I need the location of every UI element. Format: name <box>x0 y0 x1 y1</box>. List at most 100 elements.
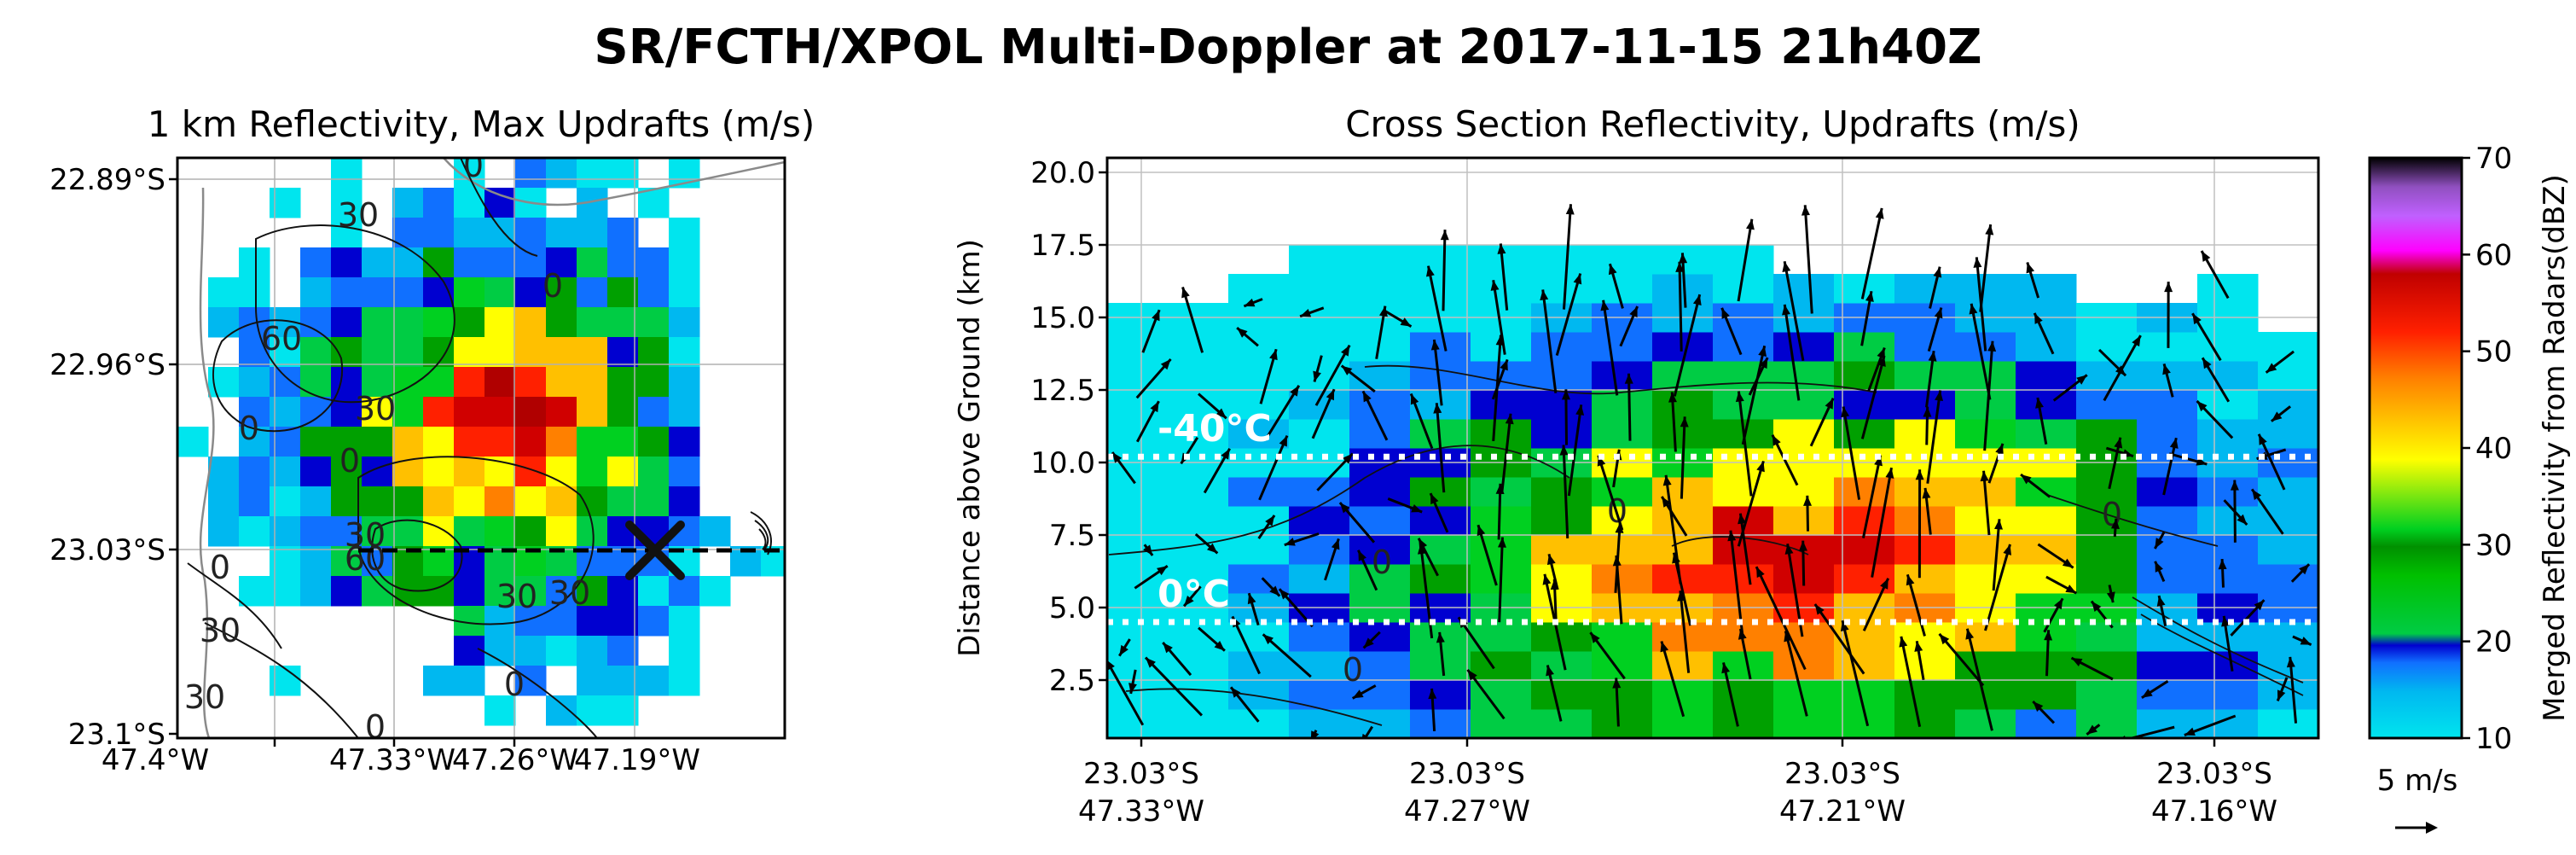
wind-vector-head <box>1400 317 1412 327</box>
wind-vector-head <box>1801 205 1810 216</box>
wind-vector <box>1231 615 1261 675</box>
left-cell <box>546 397 577 428</box>
left-cell <box>362 337 393 368</box>
wind-vector-head <box>1425 265 1435 277</box>
wind-vector-head <box>1419 538 1428 550</box>
left-cell <box>669 337 700 368</box>
right-cell <box>1955 390 2016 420</box>
wind-vector-head <box>1430 493 1439 505</box>
quiver-key-label: 5 m/s <box>2377 764 2458 798</box>
right-panel-title: Cross Section Reflectivity, Updrafts (m/… <box>1345 103 2080 145</box>
left-cell <box>546 695 577 726</box>
wind-vector-head <box>1546 554 1556 566</box>
right-cell <box>2137 564 2198 594</box>
wind-vector-head <box>1662 474 1672 486</box>
left-cell <box>546 247 577 278</box>
left-cell <box>392 397 424 428</box>
left-cell <box>392 427 424 457</box>
left-cell <box>331 427 363 457</box>
wind-vector-head <box>1923 406 1932 417</box>
right-x-tick-lon: 47.16°W <box>2151 794 2277 829</box>
left-cell <box>392 337 424 368</box>
right-cell <box>1531 535 1593 565</box>
right-cell <box>1168 361 1229 391</box>
left-cell <box>638 486 670 517</box>
right-cell <box>1107 361 1169 391</box>
wind-vector-head <box>1738 628 1747 640</box>
left-cell <box>362 247 393 278</box>
left-cell <box>239 277 270 308</box>
left-y-tick-label: 23.03°S <box>49 533 165 567</box>
left-cell <box>607 486 639 517</box>
wind-vector-head <box>1152 310 1160 322</box>
wind-vector <box>1938 632 1985 687</box>
wind-vector <box>1900 636 1922 728</box>
right-cell <box>2137 506 2198 536</box>
wind-vector-head <box>2230 480 2239 491</box>
right-x-tick-lat: 23.03°S <box>2156 757 2272 791</box>
wind-vector-head <box>1624 373 1633 384</box>
left-cell <box>577 486 608 517</box>
left-cell <box>699 576 731 607</box>
right-cell <box>1289 477 1350 507</box>
right-y-tick-label: 5.0 <box>1049 591 1095 625</box>
wind-vector <box>1314 344 1351 406</box>
left-cell <box>484 218 516 248</box>
right-cell <box>1107 506 1169 536</box>
wind-vector <box>1673 294 1702 397</box>
left-cell <box>208 277 240 308</box>
wind-vector-head <box>1231 687 1241 698</box>
left-cell <box>454 516 485 547</box>
wind-vector-head <box>2184 727 2196 736</box>
wind-vector-head <box>1237 328 1248 338</box>
wind-vector <box>1181 286 1204 353</box>
left-cell <box>331 367 363 398</box>
left-cell <box>239 576 270 607</box>
right-cell <box>1894 274 1956 304</box>
left-cell <box>607 367 639 398</box>
wind-vector <box>1660 641 1685 718</box>
wind-vector <box>1982 470 1991 536</box>
left-cell <box>484 695 516 726</box>
left-cell <box>607 636 639 666</box>
right-cell <box>1713 477 1774 507</box>
left-cell <box>515 427 547 457</box>
left-cell <box>423 218 455 248</box>
right-cell <box>1894 622 1956 652</box>
left-cell <box>423 247 455 278</box>
isotherm-label: -40°C <box>1157 407 1272 451</box>
wind-vector-head <box>2115 365 2126 376</box>
right-x-ticks: 23.03°S47.33°W23.03°S47.27°W23.03°S47.21… <box>1078 738 2277 829</box>
wind-vector <box>1614 522 1622 593</box>
right-cell <box>2076 709 2138 738</box>
right-cell <box>2197 564 2259 594</box>
wind-vector-head <box>1181 287 1190 299</box>
wind-vector <box>1737 460 1765 547</box>
right-cell <box>1773 361 1835 391</box>
right-cell <box>1713 390 1774 420</box>
left-cell <box>607 695 639 726</box>
wind-vector-head <box>2021 474 2032 485</box>
left-cell <box>607 158 639 189</box>
right-cell <box>1894 361 1956 391</box>
left-cell <box>454 307 485 338</box>
wind-vector-head <box>1157 566 1168 576</box>
right-x-tick-lon: 47.27°W <box>1404 794 1530 829</box>
wind-vector-head <box>1590 632 1600 643</box>
right-cell <box>1592 477 1653 507</box>
wind-vector-head <box>1559 445 1569 456</box>
right-cell <box>2197 390 2259 420</box>
left-cell <box>300 457 332 487</box>
left-cell <box>669 307 700 338</box>
right-cell <box>1289 274 1350 304</box>
wind-vector-head <box>1290 385 1299 397</box>
right-plot-frame <box>1105 156 2320 740</box>
wind-vector-head <box>1411 504 1423 513</box>
wind-vector-head <box>1612 678 1622 689</box>
wind-vector <box>1597 455 1624 531</box>
wind-vector <box>1627 373 1632 441</box>
wind-vector <box>1737 391 1753 497</box>
colorbar-gradient <box>2368 156 2463 740</box>
left-cell <box>638 576 670 607</box>
wind-vector <box>1264 385 1301 441</box>
